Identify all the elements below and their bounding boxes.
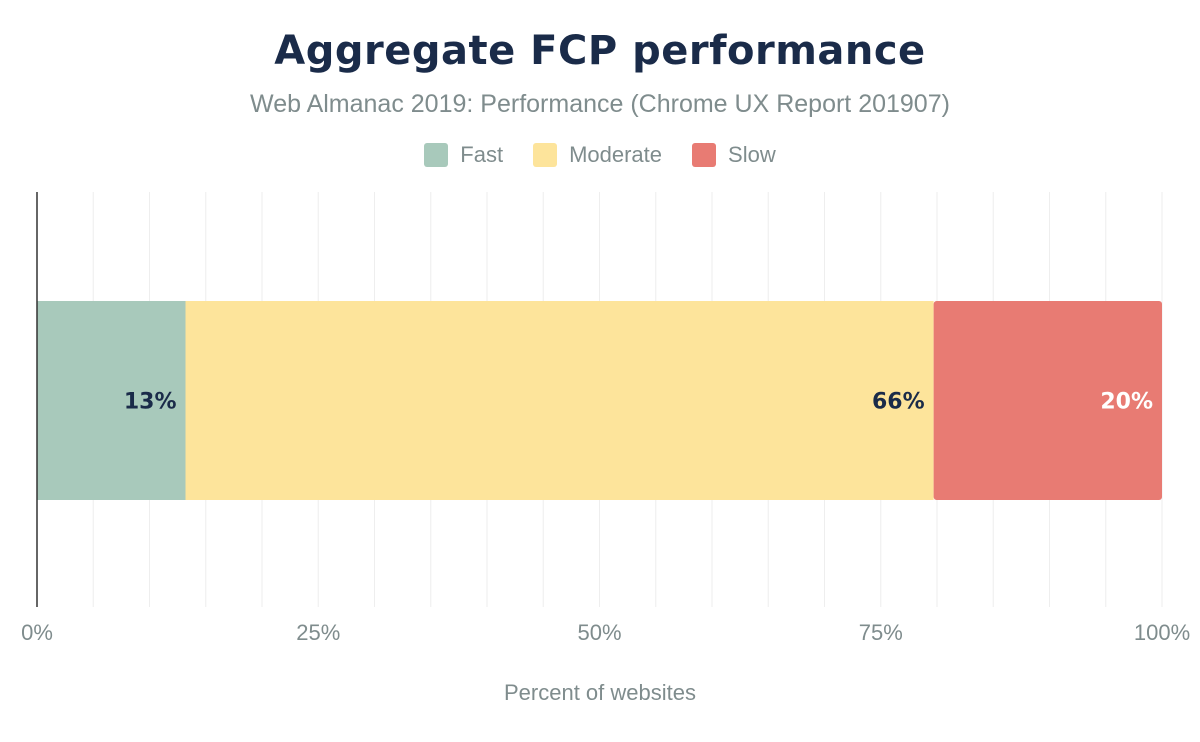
legend-label: Moderate: [569, 142, 663, 167]
x-tick-label: 25%: [296, 620, 340, 645]
chart-subtitle: Web Almanac 2019: Performance (Chrome UX…: [250, 90, 950, 118]
x-axis-label: Percent of websites: [504, 680, 696, 705]
x-tick-label: 50%: [577, 620, 621, 645]
legend-label: Fast: [460, 142, 504, 167]
bar-segment-moderate: [185, 301, 934, 500]
x-tick-label: 0%: [21, 620, 53, 645]
bar-segment-slow: [933, 301, 1162, 500]
legend: Fast Moderate Slow: [0, 142, 1200, 168]
data-label: 20%: [1100, 390, 1153, 415]
x-tick-label: 100%: [1134, 620, 1190, 645]
legend-item-moderate[interactable]: Moderate: [533, 142, 662, 168]
legend-swatch-moderate: [533, 143, 558, 167]
x-tick-label: 75%: [859, 620, 903, 645]
legend-item-fast[interactable]: Fast: [424, 142, 503, 168]
legend-swatch-slow: [692, 143, 717, 167]
chart-title: Aggregate FCP performance: [274, 28, 926, 74]
bar-segment-fast: [37, 301, 186, 500]
legend-label: Slow: [728, 142, 776, 167]
data-label: 66%: [872, 390, 925, 415]
legend-swatch-fast: [424, 143, 449, 167]
data-label: 13%: [124, 390, 177, 415]
legend-item-slow[interactable]: Slow: [692, 142, 776, 168]
